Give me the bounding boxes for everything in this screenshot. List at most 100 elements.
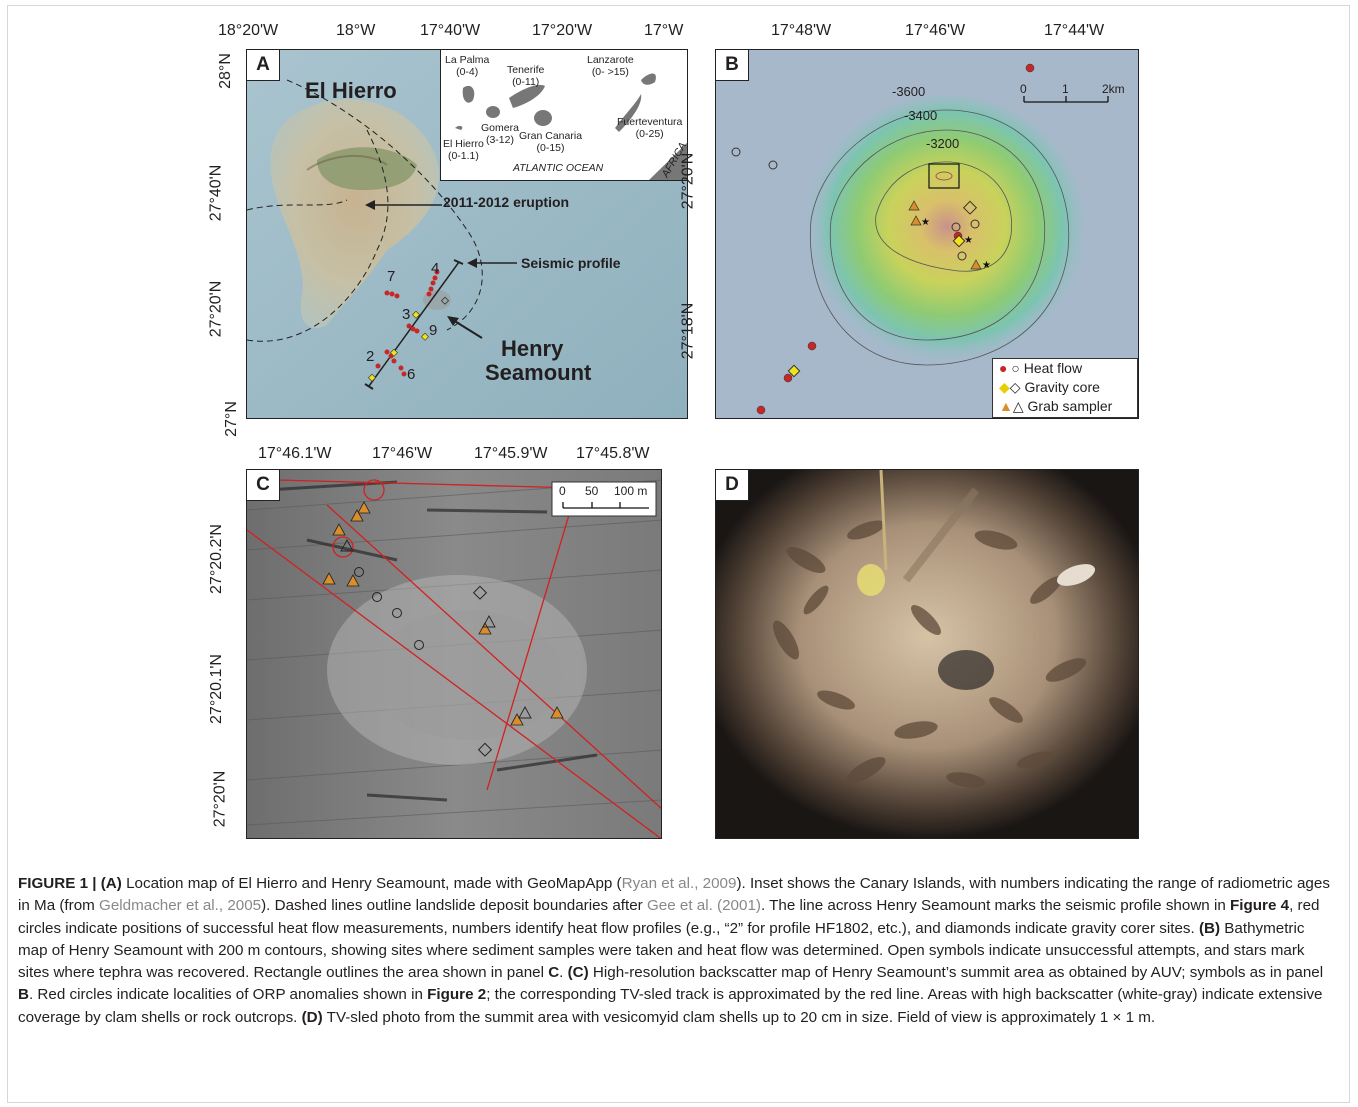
inset-gran-canaria-name: Gran Canaria [519, 130, 583, 142]
c-top-tick-2: 17°46'W [372, 445, 433, 462]
inset-gran-canaria-age: (0-15) [536, 142, 565, 154]
b-tephra-stars: ★ ★ ★ [921, 217, 991, 271]
inset-map [455, 73, 687, 180]
a-top-tick-2: 18°W [336, 22, 376, 39]
legend-gravity-core: ◆◇ Gravity core [999, 378, 1137, 397]
inset-fuerteventura-name: Fuerteventura [617, 116, 683, 128]
a-left-tick-2: 27°40'N [207, 164, 225, 222]
caption-c-text-2: . Red circles indicate localities of ORP… [28, 986, 428, 1004]
legend-gravity-label: Gravity core [1024, 379, 1100, 395]
caption-a-tag: (A) [100, 875, 122, 892]
panel-b-label: B [716, 50, 749, 81]
a-left-tick-4: 27°N [222, 401, 240, 437]
caption-a-text-3: ). Dashed lines outline landslide deposi… [261, 897, 647, 915]
c-scale-100: 100 m [614, 484, 648, 498]
c-scale-50: 50 [585, 484, 599, 498]
b-left-tick-1: 27°20'N [679, 152, 697, 210]
legend-gravity-open-icon: ◇ [1009, 379, 1021, 395]
a-top-tick-4: 17°20'W [532, 22, 593, 39]
panel-a-map: A El Hierro 2011-2012 eruption Seismic p… [246, 49, 688, 419]
panel-d-label: D [716, 470, 749, 501]
caption-figure-2-link[interactable]: Figure 2 [427, 986, 487, 1004]
legend-heat-flow-open-icon: ○ [1011, 360, 1020, 376]
c-grab-open [340, 539, 532, 719]
c-top-tick-1: 17°46.1'W [258, 445, 332, 462]
caption-cite-ryan[interactable]: Ryan et al., 2009 [621, 875, 737, 892]
legend-gravity-icon: ◆ [999, 379, 1010, 395]
caption-cite-geldmacher[interactable]: Geldmacher et al., 2005 [99, 897, 262, 915]
legend-heat-flow-icon: ● [999, 360, 1008, 376]
a-heatflow-points [375, 269, 440, 377]
panel-c-label: C [247, 470, 280, 501]
contour-label-3600: -3600 [892, 84, 926, 99]
c-top-tick-4: 17°45.8'W [576, 445, 650, 462]
inset-el-hierro: El Hierro (0-1.1) [443, 138, 484, 162]
inset-lanzarote: Lanzarote (0- >15) [587, 54, 634, 78]
panel-c-map: C 0 50 100 m [246, 469, 662, 839]
b-top-tick-2: 17°46'W [905, 22, 966, 39]
inset-lanzarote-name: Lanzarote [587, 54, 634, 66]
caption-b-tag: (B) [1198, 919, 1221, 937]
profile-number-7: 7 [387, 268, 396, 285]
contour-label-3200: -3200 [926, 136, 960, 151]
inset-tenerife-age: (0-11) [512, 76, 540, 88]
c-left-tick-1: 27°20.2'N [207, 524, 225, 594]
b-grab-samplers [908, 200, 982, 270]
b-top-tick-1: 17°48'W [771, 22, 832, 39]
profile-number-4: 4 [431, 260, 440, 277]
caption-figure-4-link[interactable]: Figure 4 [1230, 897, 1290, 915]
svg-text:★: ★ [921, 217, 930, 228]
profile-number-9: 9 [429, 322, 438, 339]
canary-inset: La Palma (0-4) Tenerife (0-11) Lanzarote… [440, 50, 687, 181]
inset-gomera-age: (3-12) [485, 134, 514, 146]
b-scale-0: 0 [1020, 82, 1027, 96]
inset-fuerteventura: Fuerteventura (0-25) [617, 116, 682, 140]
caption-cite-gee[interactable]: Gee et al. (2001) [646, 897, 761, 915]
legend-heat-flow: ● ○ Heat flow [999, 359, 1137, 378]
a-top-tick-3: 17°40'W [420, 22, 481, 39]
panel-b-svg: ★ ★ ★ [716, 50, 1138, 418]
seamount-label-line2: Seamount [485, 360, 592, 385]
b-top-tick-3: 17°44'W [1044, 22, 1105, 39]
legend-grab-sampler: ▲△ Grab sampler [999, 397, 1137, 416]
caption-panel-b-ref: B [18, 986, 29, 1004]
panel-b-map: ★ ★ ★ B -3600 -3400 -3200 0 1 2km ● ○ Heat… [715, 49, 1139, 419]
b-heatflow-open [731, 147, 980, 261]
figure-caption: FIGURE 1 | (A) Location map of El Hierro… [18, 873, 1338, 1029]
figure-frame [7, 5, 1350, 1103]
a-top-tick-1: 18°20'W [218, 22, 279, 39]
caption-d-tag: (D) [301, 1008, 323, 1026]
inset-gran-canaria: Gran Canaria (0-15) [519, 130, 582, 154]
profile-number-2: 2 [366, 348, 375, 365]
inset-lanzarote-age: (0- >15) [591, 66, 629, 78]
c-heatflow-open [354, 567, 424, 650]
inset-tenerife: Tenerife (0-11) [507, 64, 544, 88]
inset-tenerife-name: Tenerife [507, 64, 545, 76]
caption-b-text-1: Bathymetric map of Henry Seamount with 2… [18, 919, 1305, 982]
inset-gomera: Gomera (3-12) [481, 122, 519, 146]
contour-label-3400: -3400 [904, 108, 938, 123]
legend-grab-icon: ▲ [999, 398, 1013, 414]
inset-la-palma-name: La Palma [445, 54, 490, 66]
caption-a-text-5: , red circles indicate positions of succ… [18, 897, 1320, 937]
legend-grab-open-icon: △ [1012, 398, 1024, 414]
profile-number-3: 3 [402, 306, 411, 323]
c-grab-filled [322, 501, 564, 726]
svg-text:★: ★ [982, 260, 991, 271]
panel-c-svg [247, 470, 661, 838]
b-legend: ● ○ Heat flow ◆◇ Gravity core ▲△ Grab sa… [992, 358, 1138, 418]
c-top-tick-3: 17°45.9'W [474, 445, 548, 462]
svg-text:★: ★ [964, 235, 973, 246]
caption-b-text-2: . [559, 964, 568, 982]
b-gravity-cores [787, 200, 978, 378]
caption-a-text-1: Location map of El Hierro and Henry Seam… [126, 875, 622, 892]
caption-c-text-1: High-resolution backscatter map of Henry… [588, 964, 1324, 982]
caption-panel-c-ref: C [548, 964, 560, 982]
inset-gomera-name: Gomera [481, 122, 519, 134]
legend-grab-label: Grab sampler [1027, 398, 1113, 414]
a-left-tick-1: 28°N [216, 53, 234, 89]
b-scale-2: 2km [1102, 82, 1125, 96]
seamount-label-line1: Henry [501, 336, 564, 361]
caption-c-text-3: ; the corresponding TV-sled track is app… [18, 986, 1323, 1026]
a-top-tick-5: 17°W [644, 22, 684, 39]
